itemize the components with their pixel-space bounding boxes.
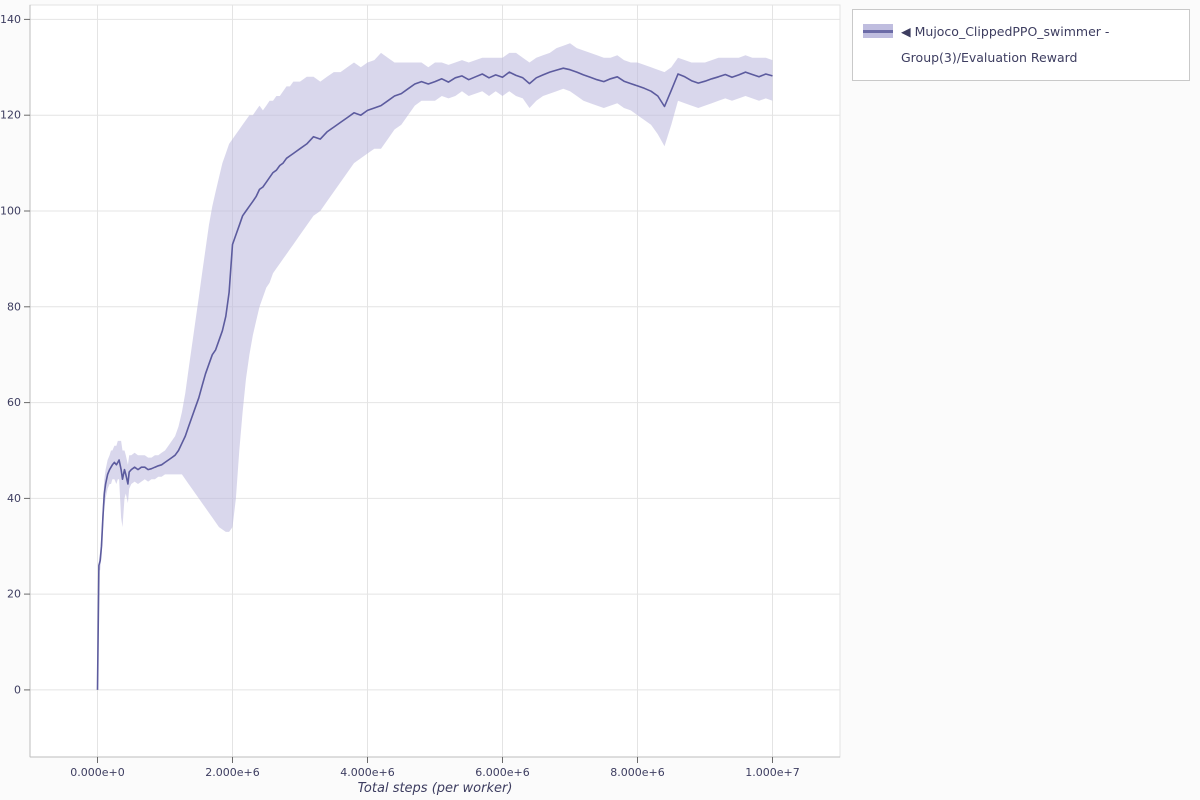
- legend-line-sample: [863, 30, 893, 33]
- svg-text:80: 80: [7, 300, 21, 313]
- svg-text:40: 40: [7, 492, 21, 505]
- legend-collapse-icon[interactable]: ◀: [901, 24, 911, 39]
- svg-text:0: 0: [14, 683, 21, 696]
- x-axis-title: Total steps (per worker): [357, 781, 513, 796]
- legend-series-name: Mujoco_ClippedPPO_swimmer - Group(3)/Eva…: [901, 24, 1110, 65]
- svg-text:60: 60: [7, 396, 21, 409]
- svg-text:6.000e+6: 6.000e+6: [475, 766, 529, 779]
- svg-text:100: 100: [0, 205, 21, 218]
- legend-series-glyph: [863, 24, 893, 38]
- svg-text:8.000e+6: 8.000e+6: [610, 766, 664, 779]
- svg-text:140: 140: [0, 13, 21, 26]
- svg-text:2.000e+6: 2.000e+6: [205, 766, 259, 779]
- svg-text:1.000e+7: 1.000e+7: [745, 766, 799, 779]
- svg-text:20: 20: [7, 588, 21, 601]
- svg-text:0.000e+0: 0.000e+0: [70, 766, 124, 779]
- legend-entry: ◀ Mujoco_ClippedPPO_swimmer - Group(3)/E…: [901, 19, 1179, 71]
- svg-text:120: 120: [0, 109, 21, 122]
- svg-text:4.000e+6: 4.000e+6: [340, 766, 394, 779]
- legend[interactable]: ◀ Mujoco_ClippedPPO_swimmer - Group(3)/E…: [852, 9, 1190, 81]
